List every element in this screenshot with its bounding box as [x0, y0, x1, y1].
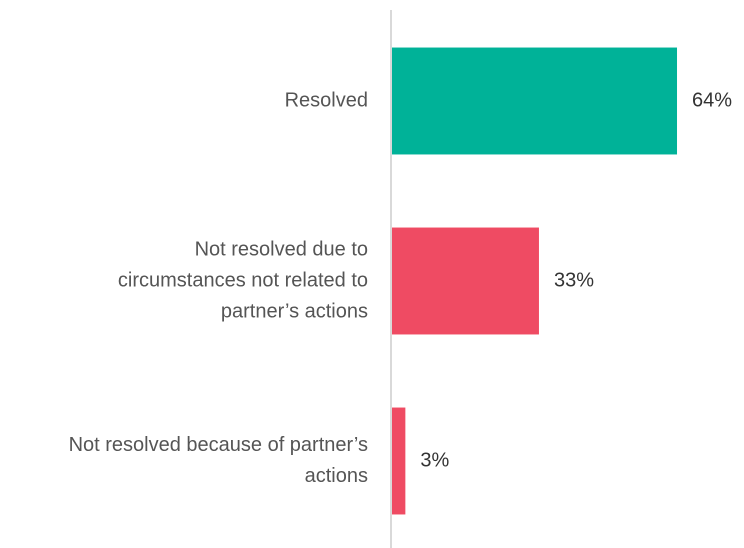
bar [392, 407, 406, 515]
bar [392, 227, 539, 335]
category-label: Not resolved due to circumstances not re… [117, 238, 368, 323]
bar [392, 47, 678, 155]
category-label: Resolved [284, 89, 368, 112]
value-label: 3% [420, 449, 450, 472]
value-label: 64% [692, 89, 733, 112]
category-label: Not resolved because of partner’s action… [68, 434, 368, 487]
value-label: 33% [553, 269, 594, 292]
